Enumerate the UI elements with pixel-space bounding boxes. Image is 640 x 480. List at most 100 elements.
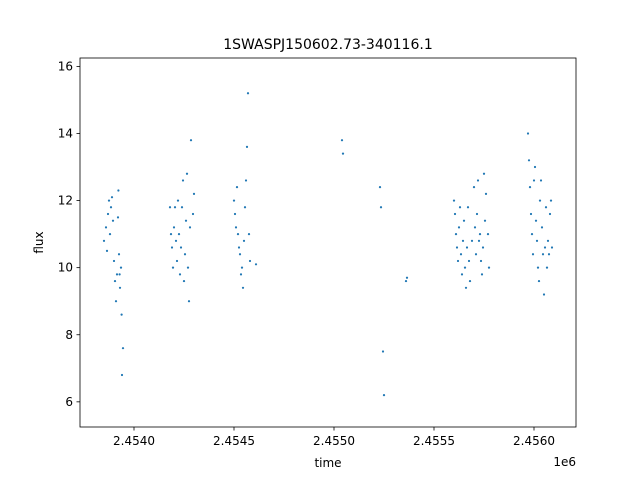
data-point-110 — [531, 253, 535, 256]
data-point-107 — [528, 186, 532, 189]
data-point-99 — [481, 246, 485, 249]
data-point-3 — [106, 212, 110, 216]
data-point-15 — [117, 253, 121, 256]
data-point-39 — [185, 172, 189, 175]
data-point-91 — [473, 226, 477, 229]
data-point-108 — [529, 212, 533, 216]
data-point-26 — [172, 226, 176, 229]
data-points — [102, 92, 554, 397]
plot-area — [80, 58, 576, 427]
x-axis: 2.4540 2.4545 2.4550 2.4555 2.4560 — [113, 427, 555, 448]
data-point-97 — [479, 259, 483, 263]
data-point-6 — [109, 206, 113, 209]
y-tick-label-3: 12 — [58, 194, 73, 208]
data-point-81 — [461, 239, 465, 242]
data-point-116 — [537, 279, 541, 283]
data-point-27 — [173, 206, 177, 209]
data-point-102 — [484, 192, 488, 195]
data-point-41 — [187, 300, 191, 303]
data-point-73 — [453, 212, 457, 216]
data-point-58 — [244, 179, 248, 182]
x-tick-label-2: 2.4550 — [313, 434, 355, 448]
data-point-119 — [540, 226, 544, 229]
data-point-9 — [112, 259, 116, 263]
x-tick-label-0: 2.4540 — [113, 434, 155, 448]
data-point-17 — [118, 286, 122, 289]
data-point-80 — [460, 273, 464, 276]
data-point-29 — [175, 259, 179, 263]
data-point-74 — [454, 233, 458, 236]
data-point-123 — [544, 206, 548, 209]
data-point-24 — [170, 246, 174, 249]
data-point-54 — [240, 266, 244, 269]
data-point-2 — [105, 249, 109, 252]
data-point-60 — [246, 92, 250, 95]
data-point-109 — [530, 233, 534, 236]
data-point-65 — [341, 152, 345, 155]
data-point-51 — [237, 246, 241, 249]
data-point-79 — [459, 253, 463, 256]
data-point-49 — [235, 186, 239, 189]
data-point-36 — [182, 279, 186, 283]
data-point-64 — [340, 139, 344, 142]
data-point-127 — [548, 212, 552, 216]
data-point-52 — [238, 253, 242, 256]
data-point-86 — [466, 206, 470, 209]
data-point-34 — [180, 206, 184, 209]
data-point-72 — [452, 199, 456, 202]
y-axis-label: flux — [32, 231, 46, 253]
data-point-33 — [179, 246, 183, 249]
data-point-40 — [186, 266, 190, 269]
data-point-31 — [177, 233, 181, 236]
data-point-13 — [116, 216, 120, 219]
data-point-48 — [234, 226, 238, 229]
data-point-25 — [171, 266, 175, 269]
data-point-7 — [110, 196, 114, 199]
data-point-95 — [477, 239, 481, 242]
data-point-47 — [233, 212, 237, 216]
data-point-59 — [245, 145, 249, 148]
data-point-18 — [119, 266, 123, 269]
data-point-30 — [176, 199, 180, 202]
data-point-76 — [456, 259, 460, 263]
data-point-43 — [189, 139, 193, 142]
data-point-14 — [117, 189, 120, 192]
data-point-8 — [111, 219, 115, 222]
chart-title: 1SWASPJ150602.73-340116.1 — [223, 37, 432, 53]
data-point-122 — [543, 246, 547, 249]
data-point-114 — [535, 239, 539, 242]
data-point-83 — [463, 266, 467, 269]
data-point-118 — [539, 179, 543, 182]
data-point-63 — [254, 263, 258, 266]
data-point-84 — [464, 286, 468, 289]
y-tick-label-0: 6 — [65, 395, 73, 409]
data-point-71 — [405, 276, 409, 279]
y-axis: 6 8 10 12 14 16 — [58, 59, 80, 409]
data-point-11 — [114, 300, 118, 303]
data-point-88 — [468, 279, 472, 283]
data-point-113 — [534, 219, 538, 222]
data-point-96 — [478, 233, 482, 236]
data-point-23 — [169, 233, 173, 236]
data-point-112 — [533, 165, 537, 169]
data-point-61 — [247, 233, 251, 236]
data-point-87 — [467, 259, 471, 263]
data-point-105 — [526, 132, 530, 135]
y-tick-label-5: 16 — [58, 59, 73, 73]
data-point-78 — [458, 206, 462, 209]
data-point-82 — [462, 219, 466, 222]
data-point-10 — [113, 279, 117, 283]
data-point-115 — [536, 266, 540, 269]
data-point-120 — [541, 253, 545, 256]
data-point-57 — [243, 206, 247, 209]
data-point-75 — [455, 246, 459, 249]
data-point-55 — [241, 286, 245, 289]
data-point-22 — [168, 206, 172, 209]
data-point-103 — [486, 233, 490, 236]
data-point-37 — [183, 253, 187, 256]
data-point-69 — [382, 394, 386, 397]
data-point-104 — [487, 266, 491, 269]
data-point-93 — [475, 212, 479, 216]
data-point-77 — [457, 226, 461, 229]
